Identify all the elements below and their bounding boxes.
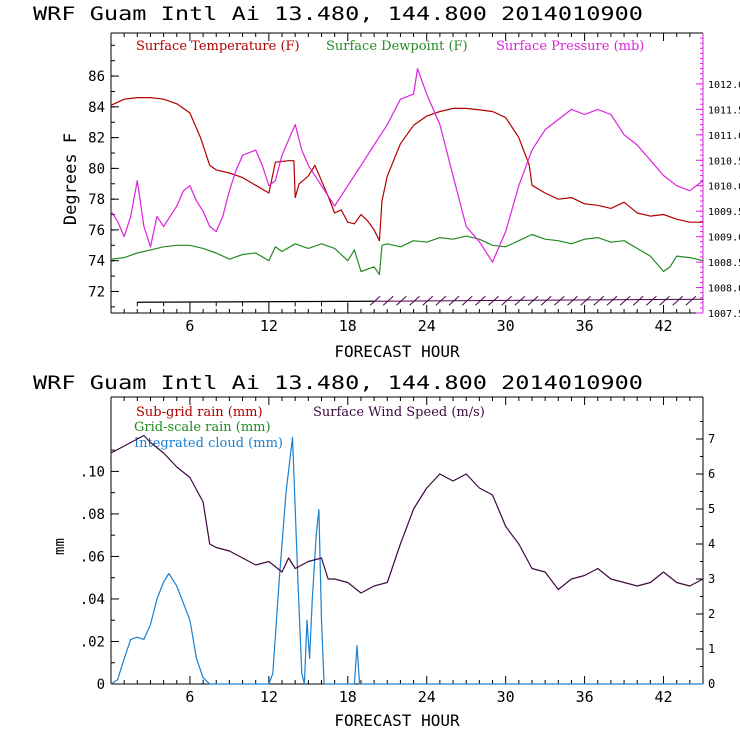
- legend-entry: Surface Dewpoint (F): [326, 39, 468, 54]
- wind-barb: [501, 295, 513, 306]
- wind-barb: [369, 295, 381, 306]
- wind-barb: [567, 295, 578, 306]
- wind-barb: [672, 295, 684, 306]
- y-left-tick-label: .08: [80, 507, 105, 523]
- wind-barb: [448, 295, 460, 306]
- x-axis-label: FORECAST HOUR: [334, 711, 460, 730]
- x-tick-label: 12: [260, 317, 278, 335]
- legend-entry: Surface Wind Speed (m/s): [313, 405, 485, 420]
- y-right-tick-label: 1: [708, 642, 715, 656]
- wind-barb: [646, 295, 657, 306]
- wind-barb: [593, 295, 605, 306]
- y-right-tick-label: 7: [708, 432, 715, 446]
- x-tick-label: 42: [655, 688, 673, 706]
- legend-entry: Surface Pressure (mb): [496, 39, 644, 54]
- wind-barb: [527, 295, 539, 306]
- y-left-tick-label: 74: [88, 254, 105, 270]
- series-line-surface-temperature-f: [110, 97, 703, 242]
- wind-barb: [514, 295, 526, 306]
- y-left-tick-label: .02: [80, 634, 105, 650]
- x-tick-label: 18: [339, 688, 357, 706]
- x-tick-label: 6: [185, 688, 194, 706]
- x-axis-label: FORECAST HOUR: [334, 342, 460, 361]
- y-right-tick-label: 2: [708, 607, 715, 621]
- y-right-tick-label: 4: [708, 537, 715, 551]
- y-left-tick-label: 86: [88, 69, 105, 85]
- wind-barb: [475, 295, 486, 306]
- x-tick-label: 30: [497, 317, 515, 335]
- series-line-integrated-cloud-mm: [110, 436, 703, 685]
- x-tick-label: 24: [418, 317, 436, 335]
- wind-barb: [580, 295, 591, 306]
- y-right-tick-label: 0: [708, 677, 715, 691]
- y-right-tick-label: 1008.5: [708, 258, 740, 269]
- y-right-tick-label: 6: [708, 467, 715, 481]
- y-left-tick-label: 82: [88, 131, 105, 147]
- x-tick-label: 6: [185, 317, 194, 335]
- y-axis-label: Degrees F: [61, 133, 81, 225]
- y-right-tick-label: 1010.5: [708, 156, 740, 167]
- y-left-tick-label: 78: [88, 192, 105, 208]
- y-right-tick-label: 5: [708, 502, 715, 516]
- y-right-tick-label: 1010.0: [708, 182, 740, 193]
- y-right-tick-label: 1011.0: [708, 131, 740, 142]
- wind-barb: [632, 295, 644, 306]
- wind-baseline: [374, 298, 704, 302]
- x-tick-label: 30: [497, 688, 515, 706]
- legend-entry: Sub-grid rain (mm): [136, 405, 263, 420]
- y-right-tick-label: 1012.0: [708, 80, 740, 91]
- wind-barb: [435, 295, 447, 306]
- wind-barb: [553, 295, 565, 306]
- y-right-tick-label: 1009.0: [708, 233, 740, 244]
- legend-entry: Grid-scale rain (mm): [134, 420, 271, 435]
- y-right-tick-label: 1007.5: [708, 309, 740, 320]
- y-right-tick-label: 3: [708, 572, 715, 586]
- y-axis-label: mm: [52, 538, 68, 555]
- chart-title: WRF Guam Intl Ai 13.480, 144.800 2014010…: [33, 3, 643, 25]
- y-left-tick-label: .04: [80, 592, 105, 608]
- wind-barb: [382, 295, 394, 306]
- wind-barb: [606, 295, 618, 306]
- y-left-tick-label: 84: [88, 100, 105, 116]
- wind-barb: [396, 295, 407, 306]
- series-line-surface-pressure-mb: [110, 68, 704, 263]
- y-right-tick-label: 1009.5: [708, 207, 740, 218]
- y-left-tick-label: 0: [97, 677, 105, 693]
- y-left-tick-label: 80: [88, 161, 105, 177]
- wind-barb: [422, 295, 434, 306]
- wind-barb: [685, 295, 697, 306]
- x-tick-label: 36: [576, 317, 594, 335]
- wind-barb: [540, 295, 552, 306]
- wind-barb: [659, 295, 670, 306]
- y-left-tick-label: 76: [88, 223, 105, 239]
- x-tick-label: 12: [260, 688, 278, 706]
- y-right-tick-label: 1008.0: [708, 284, 740, 295]
- x-tick-label: 42: [655, 317, 673, 335]
- x-tick-label: 18: [339, 317, 357, 335]
- y-left-tick-label: .06: [80, 549, 105, 565]
- y-left-tick-label: 72: [88, 284, 105, 300]
- wind-barb: [619, 295, 631, 306]
- legend-entry: Surface Temperature (F): [136, 39, 300, 54]
- chart-title: WRF Guam Intl Ai 13.480, 144.800 2014010…: [33, 372, 643, 394]
- x-tick-label: 24: [418, 688, 436, 706]
- series-line-surface-wind-speed-m-s: [110, 434, 704, 594]
- y-left-tick-label: .10: [80, 464, 105, 480]
- series-line-surface-dewpoint-f: [110, 233, 704, 276]
- y-right-tick-label: 1011.5: [708, 105, 740, 116]
- chart-panel-2: WRF Guam Intl Ai 13.480, 144.800 2014010…: [33, 372, 715, 730]
- wind-calm-baseline: [137, 300, 375, 303]
- x-tick-label: 36: [576, 688, 594, 706]
- wind-barb: [461, 295, 473, 306]
- wind-barb: [409, 295, 420, 306]
- chart-panel-1: WRF Guam Intl Ai 13.480, 144.800 2014010…: [33, 3, 740, 361]
- wind-barb: [488, 295, 499, 306]
- legend-entry: Integrated cloud (mm): [134, 436, 283, 451]
